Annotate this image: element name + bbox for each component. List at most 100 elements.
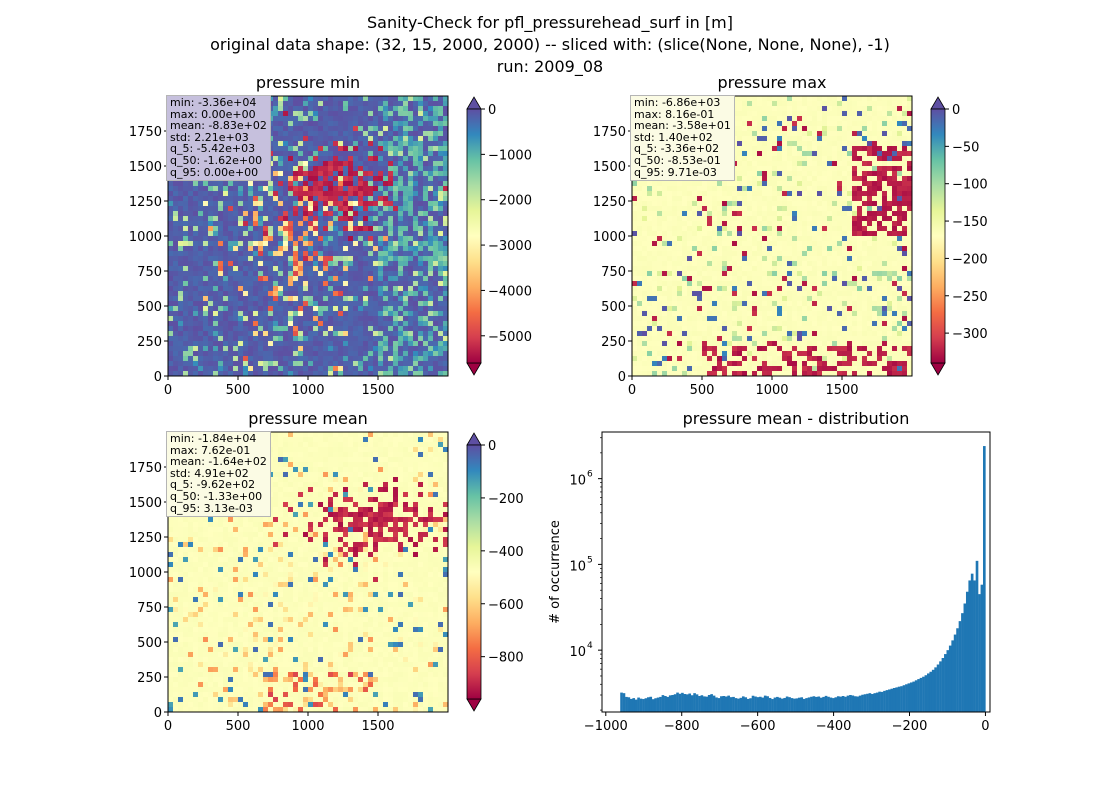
- heatmap-cell: [438, 286, 444, 292]
- heatmap-cell: [807, 186, 813, 192]
- heatmap-cell: [742, 151, 748, 157]
- heatmap-cell: [323, 196, 329, 202]
- heatmap-cell: [817, 96, 823, 102]
- heatmap-cell: [757, 226, 763, 232]
- heatmap-cell: [767, 251, 773, 257]
- heatmap-cell: [363, 116, 369, 122]
- heatmap-cell: [373, 366, 379, 372]
- heatmap-cell: [383, 296, 389, 302]
- heatmap-cell: [363, 256, 369, 262]
- heatmap-cell: [637, 256, 643, 262]
- heatmap-cell: [737, 151, 743, 157]
- heatmap-cell: [687, 181, 693, 187]
- heatmap-cell: [867, 146, 873, 152]
- heatmap-cell: [238, 351, 244, 357]
- heatmap-cell: [697, 211, 703, 217]
- heatmap-cell: [248, 306, 254, 312]
- heatmap-cell: [323, 226, 329, 232]
- heatmap-cell: [303, 106, 309, 112]
- heatmap-cell: [228, 336, 234, 342]
- heatmap-cell: [827, 216, 833, 222]
- heatmap-cell: [428, 301, 434, 307]
- heatmap-cell: [807, 96, 813, 102]
- heatmap-cell: [283, 316, 289, 322]
- heatmap-cell: [712, 256, 718, 262]
- heatmap-cell: [303, 231, 309, 237]
- heatmap-cell: [822, 226, 828, 232]
- heatmap-cell: [318, 151, 324, 157]
- heatmap-cell: [882, 146, 888, 152]
- heatmap-cell: [348, 261, 354, 267]
- heatmap-cell: [802, 156, 808, 162]
- heatmap-cell: [203, 261, 209, 267]
- heatmap-cell: [348, 141, 354, 147]
- heatmap-cell: [443, 136, 449, 142]
- heatmap-cell: [188, 296, 194, 302]
- heatmap-cell: [368, 246, 374, 252]
- heatmap-cell: [328, 366, 334, 372]
- heatmap-cell: [443, 271, 449, 277]
- heatmap-cell: [408, 301, 414, 307]
- heatmap-cell: [892, 251, 898, 257]
- heatmap-cell: [747, 196, 753, 202]
- heatmap-cell: [293, 191, 299, 197]
- heatmap-cell: [208, 201, 214, 207]
- heatmap-cell: [258, 276, 264, 282]
- heatmap-cell: [887, 136, 893, 142]
- heatmap-cell: [887, 161, 893, 167]
- heatmap-cell: [168, 291, 174, 297]
- heatmap-cell: [413, 366, 419, 372]
- heatmap-cell: [368, 226, 374, 232]
- heatmap-cell: [218, 271, 224, 277]
- heatmap-cell: [408, 261, 414, 267]
- heatmap-cell: [323, 121, 329, 127]
- heatmap-cell: [393, 326, 399, 332]
- heatmap-cell: [428, 201, 434, 207]
- heatmap-cell: [228, 221, 234, 227]
- heatmap-cell: [398, 201, 404, 207]
- heatmap-cell: [443, 101, 449, 107]
- heatmap-cell: [802, 251, 808, 257]
- heatmap-cell: [293, 331, 299, 337]
- heatmap-cell: [353, 286, 359, 292]
- heatmap-cell: [852, 246, 858, 252]
- heatmap-cell: [408, 336, 414, 342]
- heatmap-cell: [652, 221, 658, 227]
- heatmap-cell: [717, 256, 723, 262]
- heatmap-cell: [268, 286, 274, 292]
- heatmap-cell: [852, 121, 858, 127]
- heatmap-cell: [373, 341, 379, 347]
- heatmap-cell: [278, 106, 284, 112]
- heatmap-cell: [867, 206, 873, 212]
- heatmap-cell: [403, 366, 409, 372]
- heatmap-cell: [288, 296, 294, 302]
- heatmap-cell: [393, 141, 399, 147]
- y-tick-label: 500: [137, 300, 162, 315]
- heatmap-cell: [857, 151, 863, 157]
- heatmap-cell: [273, 166, 279, 172]
- heatmap-cell: [418, 216, 424, 222]
- heatmap-cell: [283, 351, 289, 357]
- heatmap-cell: [403, 291, 409, 297]
- heatmap-cell: [233, 246, 239, 252]
- heatmap-cell: [263, 216, 269, 222]
- heatmap-cell: [697, 191, 703, 197]
- heatmap-cell: [298, 126, 304, 132]
- heatmap-cell: [907, 111, 913, 117]
- heatmap-cell: [717, 221, 723, 227]
- heatmap-cell: [183, 321, 189, 327]
- heatmap-cell: [278, 211, 284, 217]
- heatmap-cell: [413, 286, 419, 292]
- heatmap-cell: [822, 161, 828, 167]
- heatmap-cell: [712, 186, 718, 192]
- heatmap-cell: [178, 221, 184, 227]
- heatmap-cell: [298, 226, 304, 232]
- heatmap-cell: [333, 356, 339, 362]
- heatmap-cell: [263, 371, 269, 377]
- heatmap-cell: [892, 216, 898, 222]
- heatmap-cell: [757, 196, 763, 202]
- heatmap-cell: [218, 296, 224, 302]
- heatmap-cell: [712, 206, 718, 212]
- heatmap-cell: [228, 216, 234, 222]
- heatmap-cell: [772, 156, 778, 162]
